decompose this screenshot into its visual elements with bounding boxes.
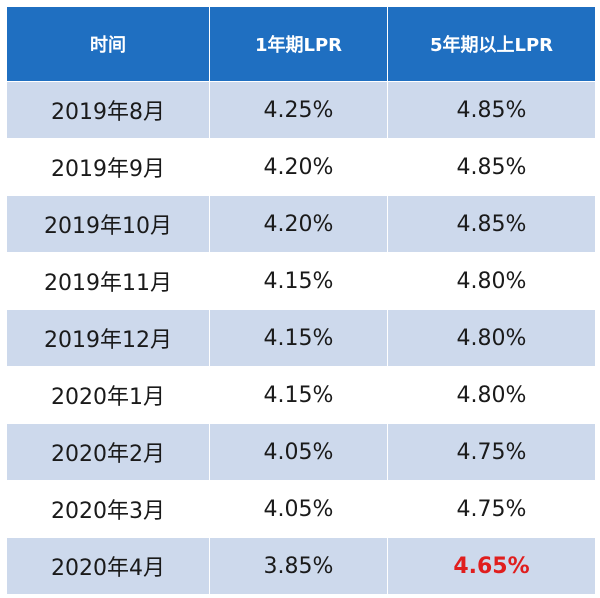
table-row: 2019年9月 4.20% 4.85% [6,138,596,196]
table-row: 2020年3月 4.05% 4.75% [6,480,596,538]
cell-1y-lpr: 4.20% [209,195,388,253]
cell-1y-lpr: 4.15% [209,309,388,367]
table-row: 2019年8月 4.25% 4.85% [6,81,596,139]
cell-5y-lpr: 4.75% [387,480,596,538]
cell-date: 2020年4月 [6,537,210,595]
cell-5y-lpr: 4.85% [387,138,596,196]
cell-1y-lpr: 4.05% [209,423,388,481]
cell-date: 2019年10月 [6,195,210,253]
header-1y-lpr: 1年期LPR [209,6,388,82]
table-row: 2020年2月 4.05% 4.75% [6,423,596,481]
table-row: 2019年12月 4.15% 4.80% [6,309,596,367]
cell-5y-lpr: 4.75% [387,423,596,481]
cell-date: 2019年9月 [6,138,210,196]
cell-5y-lpr: 4.80% [387,252,596,310]
header-date: 时间 [6,6,210,82]
cell-5y-lpr: 4.80% [387,309,596,367]
cell-5y-lpr-highlight: 4.65% [387,537,596,595]
cell-1y-lpr: 4.20% [209,138,388,196]
cell-1y-lpr: 4.15% [209,252,388,310]
cell-1y-lpr: 3.85% [209,537,388,595]
table-body: 2019年8月 4.25% 4.85% 2019年9月 4.20% 4.85% … [6,81,596,595]
cell-5y-lpr: 4.85% [387,195,596,253]
table-row: 2020年1月 4.15% 4.80% [6,366,596,424]
table-row: 2019年10月 4.20% 4.85% [6,195,596,253]
lpr-table-container: 时间 1年期LPR 5年期以上LPR 2019年8月 4.25% 4.85% 2… [6,6,596,595]
cell-5y-lpr: 4.85% [387,81,596,139]
table-row: 2020年4月 3.85% 4.65% [6,537,596,595]
cell-date: 2019年8月 [6,81,210,139]
cell-date: 2020年1月 [6,366,210,424]
header-row: 时间 1年期LPR 5年期以上LPR [6,6,596,82]
cell-date: 2019年12月 [6,309,210,367]
table-header: 时间 1年期LPR 5年期以上LPR [6,6,596,82]
cell-1y-lpr: 4.15% [209,366,388,424]
cell-1y-lpr: 4.25% [209,81,388,139]
cell-5y-lpr: 4.80% [387,366,596,424]
lpr-table: 时间 1年期LPR 5年期以上LPR 2019年8月 4.25% 4.85% 2… [6,6,596,595]
cell-date: 2019年11月 [6,252,210,310]
header-5y-lpr: 5年期以上LPR [387,6,596,82]
table-row: 2019年11月 4.15% 4.80% [6,252,596,310]
cell-1y-lpr: 4.05% [209,480,388,538]
cell-date: 2020年2月 [6,423,210,481]
cell-date: 2020年3月 [6,480,210,538]
